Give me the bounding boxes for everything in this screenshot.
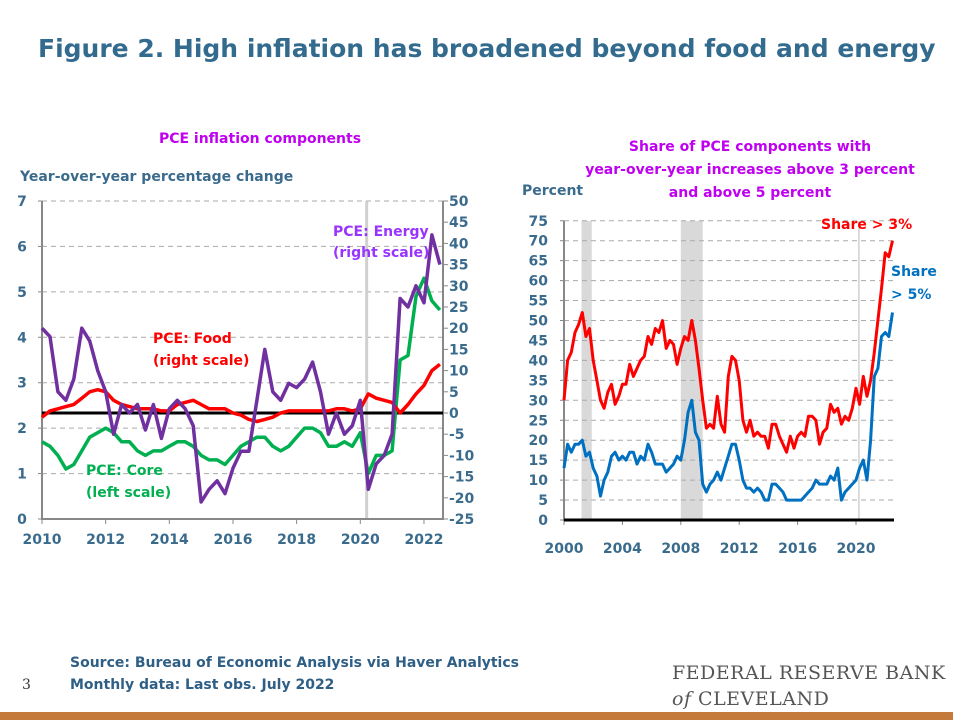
y-tick-label: 0 (538, 513, 548, 529)
core-series-label: PCE: Core (left scale) (86, 460, 171, 504)
x-tick-label: 2020 (837, 541, 876, 557)
left-y-tick-label: 3 (17, 376, 27, 392)
right-y-tick-label: 45 (449, 215, 468, 231)
right-y-tick-label: 10 (449, 364, 469, 380)
series-line-pce-food (40, 362, 441, 424)
energy-series-label: PCE: Energy (right scale) (333, 222, 429, 264)
core-name: PCE: Core (86, 463, 163, 479)
x-tick-label: 2016 (213, 532, 252, 548)
series-line-pce-core (41, 276, 442, 476)
left-y-tick-label: 6 (17, 239, 27, 255)
x-tick-label: 2018 (277, 532, 316, 548)
x-tick-label: 2010 (23, 532, 62, 548)
y-tick-label: 5 (538, 493, 548, 509)
food-scale: (right scale) (153, 353, 250, 369)
share5-line: > 5% (891, 287, 932, 303)
series-line-pce-energy (40, 233, 442, 504)
logo-line: of CLEVELAND (672, 688, 830, 710)
left-y-tick-label: 7 (17, 194, 27, 210)
right-y-tick-label: 5 (449, 385, 459, 401)
left-y-tick-label: 5 (17, 285, 27, 301)
x-tick-label: 2012 (86, 532, 125, 548)
y-tick-label: 45 (529, 333, 548, 349)
y-tick-label: 60 (529, 274, 549, 290)
food-series-label: PCE: Food (right scale) (153, 328, 249, 372)
y-tick-label: 65 (529, 254, 548, 270)
right-y-tick-label: 20 (449, 321, 469, 337)
left-y-tick-label: 4 (17, 330, 27, 346)
energy-scale: (right scale) (333, 245, 430, 261)
y-tick-label: 10 (529, 473, 549, 489)
x-tick-label: 2000 (545, 541, 584, 557)
right-title-line: year-over-year increases above 3 percent (585, 162, 915, 178)
right-y-tick-label: -25 (449, 512, 474, 528)
data-note-line: Monthly data: Last obs. July 2022 (70, 677, 335, 693)
left-y-tick-label: 0 (17, 512, 27, 528)
x-tick-label: 2012 (720, 541, 759, 557)
slide-title: Figure 2. High inflation has broadened b… (38, 34, 936, 63)
right-y-tick-label: 0 (449, 406, 459, 422)
source-note: Source: Bureau of Economic Analysis via … (70, 652, 519, 696)
page-number: 3 (22, 677, 31, 693)
right-y-tick-label: 25 (449, 300, 468, 316)
y-tick-label: 30 (529, 393, 549, 409)
share5-line: Share (891, 264, 937, 280)
core-scale: (left scale) (86, 485, 172, 501)
recession-band (680, 221, 703, 520)
right-y-tick-label: 30 (449, 279, 469, 295)
energy-name: PCE: Energy (333, 224, 429, 240)
right-y-tick-label: 40 (449, 236, 469, 252)
y-tick-label: 40 (529, 353, 549, 369)
logo-line: FEDERAL RESERVE BANK (672, 662, 946, 684)
right-y-tick-label: 15 (449, 342, 468, 358)
right-chart-title: Share of PCE components with year-over-y… (540, 136, 953, 205)
right-title-line: Share of PCE components with (628, 139, 872, 155)
y-tick-label: 70 (529, 234, 549, 250)
share5-series-label: Share > 5% (891, 261, 937, 307)
right-y-tick-label: -5 (449, 427, 465, 443)
x-tick-label: 2004 (603, 541, 642, 557)
x-tick-label: 2014 (150, 532, 189, 548)
left-y-tick-label: 2 (17, 421, 27, 437)
right-y-axis-label: Percent (522, 183, 584, 199)
footer-bar (0, 712, 953, 720)
x-tick-label: 2020 (341, 532, 380, 548)
right-title-line: and above 5 percent (668, 185, 832, 201)
right-y-tick-label: 50 (449, 194, 469, 210)
left-y-axis-label: Year-over-year percentage change (20, 169, 294, 185)
y-tick-label: 35 (529, 373, 548, 389)
food-name: PCE: Food (153, 331, 232, 347)
x-tick-label: 2008 (661, 541, 700, 557)
series-line-share-3- (562, 240, 894, 454)
right-y-tick-label: -20 (449, 491, 475, 507)
y-tick-label: 20 (529, 433, 549, 449)
left-chart-title: PCE inflation components (158, 131, 362, 147)
y-tick-label: 15 (529, 453, 548, 469)
right-y-tick-label: -15 (449, 470, 474, 486)
y-tick-label: 50 (529, 314, 549, 330)
share3-series-label: Share > 3% (821, 217, 913, 233)
y-tick-label: 55 (529, 294, 548, 310)
right-y-tick-label: 35 (449, 258, 468, 274)
recession-band (581, 221, 592, 520)
source-line: Source: Bureau of Economic Analysis via … (70, 655, 519, 671)
left-y-tick-label: 1 (17, 467, 27, 483)
right-y-tick-label: -10 (449, 448, 475, 464)
x-tick-label: 2016 (778, 541, 817, 557)
logo: FEDERAL RESERVE BANK of CLEVELAND (672, 660, 946, 712)
series-line-share-5- (562, 312, 894, 502)
y-tick-label: 75 (529, 214, 548, 230)
y-tick-label: 25 (529, 413, 548, 429)
x-tick-label: 2022 (404, 532, 443, 548)
